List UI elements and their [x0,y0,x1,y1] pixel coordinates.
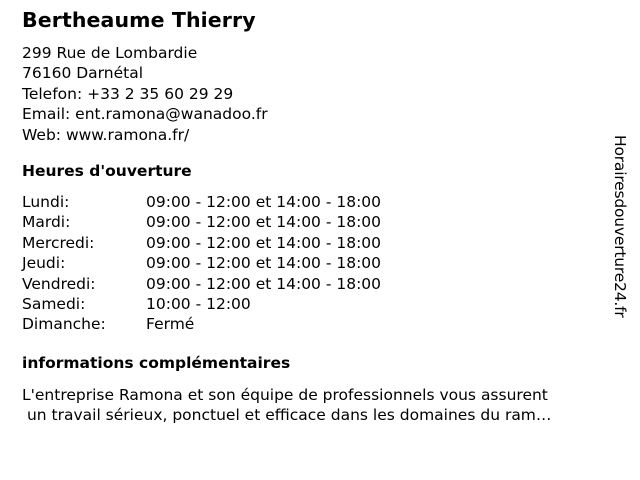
contact-block: 299 Rue de Lombardie 76160 Darnétal Tele… [22,43,268,145]
hours-time-value: 09:00 - 12:00 et 14:00 - 18:00 [146,233,382,252]
table-row: Jeudi: 09:00 - 12:00 et 14:00 - 18:00 [22,254,381,274]
table-row: Vendredi: 09:00 - 12:00 et 14:00 - 18:00 [22,275,381,295]
hours-day-label: Mercredi: [22,233,95,252]
hours-day-label: Dimanche: [22,315,106,334]
address-street-line: 299 Rue de Lombardie [22,44,198,62]
hours-time-value: 10:00 - 12:00 [146,294,251,313]
opening-hours-table: Lundi: 09:00 - 12:00 et 14:00 - 18:00 Ma… [22,193,381,336]
table-row: Lundi: 09:00 - 12:00 et 14:00 - 18:00 [22,193,381,213]
website-line: Web: www.ramona.fr/ [22,125,190,144]
address-city-line: 76160 Darnétal [22,64,144,83]
hours-time-value: 09:00 - 12:00 et 14:00 - 18:00 [146,213,382,232]
hours-day-label: Lundi: [22,193,70,211]
hours-day-label: Jeudi: [22,254,66,273]
hours-day-label: Vendredi: [22,274,96,293]
page-title: Bertheaume Thierry [22,8,256,32]
table-row: Samedi: 10:00 - 12:00 [22,295,381,315]
opening-hours-heading: Heures d'ouverture [22,162,192,180]
hours-day-label: Mardi: [22,213,71,232]
table-row: Dimanche: Fermé [22,315,381,335]
hours-day-label: Samedi: [22,294,86,313]
table-row: Mercredi: 09:00 - 12:00 et 14:00 - 18:00 [22,234,381,254]
hours-time-value: Fermé [146,315,195,334]
site-watermark: Horairesdouverture24.fr [611,135,629,318]
email-line: Email: ent.ramona@wanadoo.fr [22,105,268,124]
additional-information-text: L'entreprise Ramona et son équipe de pro… [22,386,552,425]
opening-hours-body: Lundi: 09:00 - 12:00 et 14:00 - 18:00 Ma… [22,193,381,336]
hours-time-value: 09:00 - 12:00 et 14:00 - 18:00 [146,254,382,273]
table-row: Mardi: 09:00 - 12:00 et 14:00 - 18:00 [22,213,381,233]
hours-time-value: 09:00 - 12:00 et 14:00 - 18:00 [146,274,382,293]
additional-information-heading: informations complémentaires [22,354,291,372]
phone-line: Telefon: +33 2 35 60 29 29 [22,84,234,103]
hours-time-value: 09:00 - 12:00 et 14:00 - 18:00 [146,193,382,211]
